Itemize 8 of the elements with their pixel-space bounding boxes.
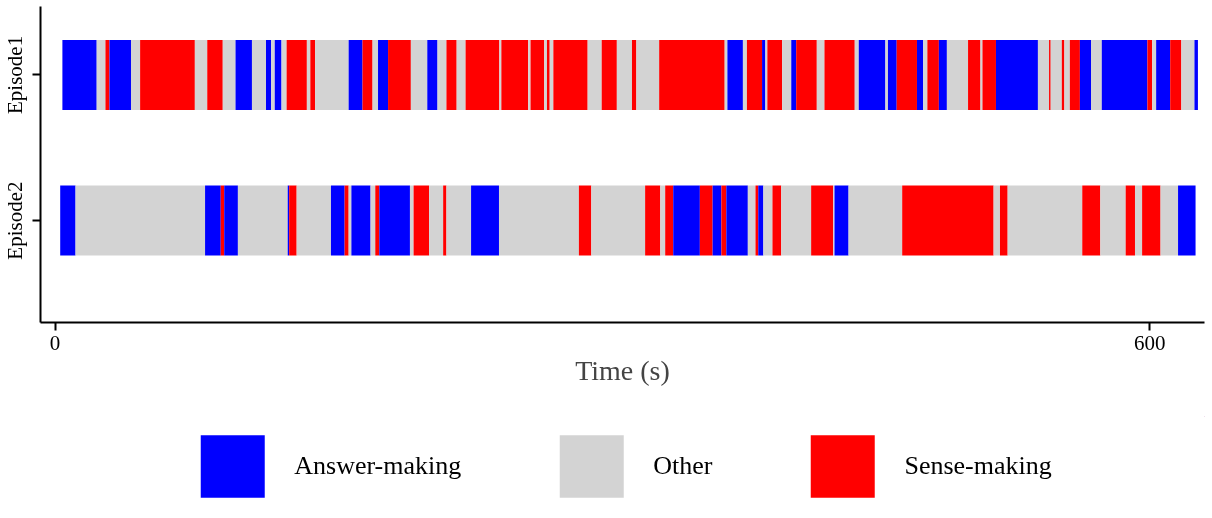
y-tick-label: Episode2 [3,181,28,260]
y-tick-label: Episode1 [3,35,28,115]
legend-label: Other [653,451,713,481]
x-tick-label: 600 [1134,330,1166,355]
x-axis-title: Time (s) [575,354,670,386]
x-tick-label: 0 [49,330,61,355]
legend-label: Answer-making [294,451,462,481]
legend-label: Sense-making [904,451,1052,481]
